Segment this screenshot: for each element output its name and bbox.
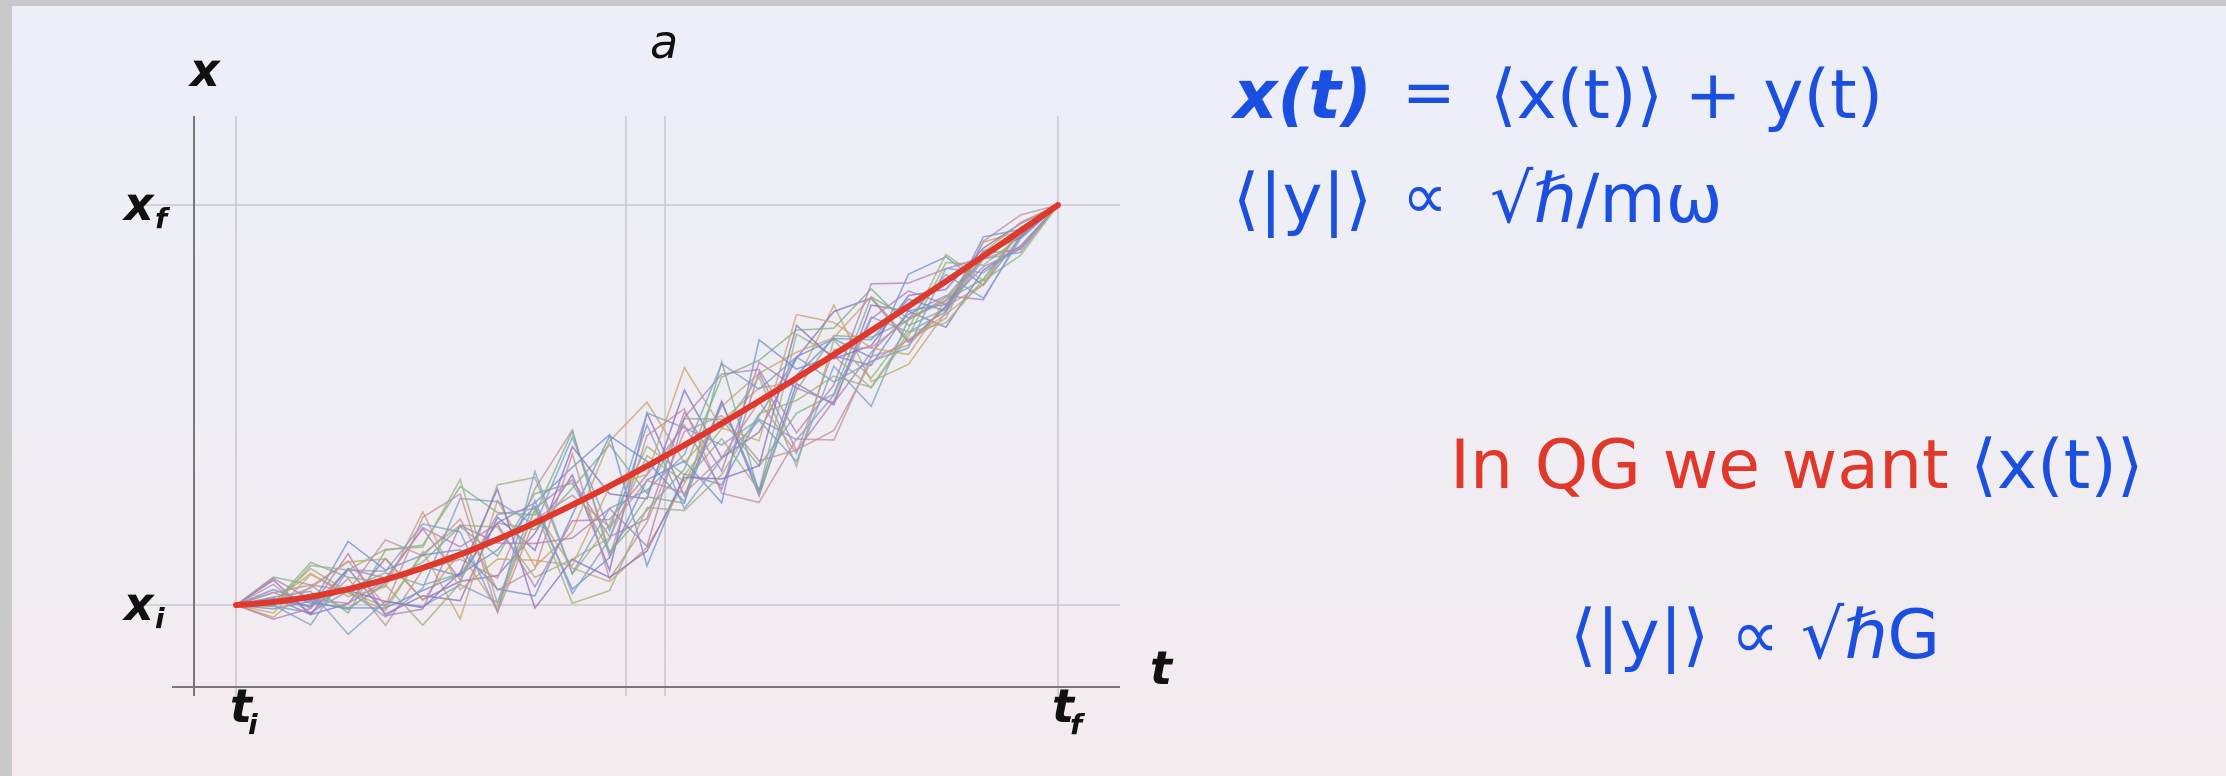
quantum-path	[235, 204, 1059, 626]
quantum-path	[235, 204, 1059, 616]
eq2-rhs: √ℏ/mω	[1490, 160, 1723, 239]
equation-row-2: ⟨|y|⟩ ∝ √ℏ/mω	[1022, 160, 2022, 240]
top-label-a: a	[650, 15, 678, 69]
qg-statement: In QG we want ⟨x(t)⟩	[1450, 426, 2143, 505]
xf-subscript: f	[155, 202, 171, 235]
equation-row-1: x(t) = ⟨x(t)⟩ + y(t)	[1022, 56, 2022, 136]
slide: x a x f x i t i t f t x(t) = ⟨x(t)⟩ + y(…	[12, 6, 2226, 776]
x-axis-label: x	[188, 43, 221, 97]
ti-label: t	[230, 679, 254, 733]
eq1-operator: =	[1402, 56, 1456, 130]
axes	[172, 116, 1120, 696]
xi-label: x	[122, 577, 155, 631]
t-axis-label: t	[1150, 641, 1174, 695]
quantum-path	[235, 204, 1059, 611]
classical-path	[233, 202, 1061, 608]
planck-scaling-expression: ⟨|y|⟩ ∝ √ℏG	[1570, 596, 1941, 675]
xi-subscript: i	[155, 602, 165, 635]
xf-label: x	[122, 177, 155, 231]
quantum-path	[235, 204, 1059, 621]
eq2-lhs: ⟨|y|⟩	[1232, 160, 1372, 239]
quantum-paths	[235, 204, 1059, 636]
tf-label: t	[1052, 679, 1076, 733]
qg-text: In QG we want	[1450, 426, 1949, 505]
quantum-path	[235, 204, 1059, 610]
path-integral-diagram: x a x f x i t i t f t	[122, 15, 1174, 741]
qg-expression: ⟨x(t)⟩	[1970, 426, 2144, 505]
tf-subscript: f	[1070, 708, 1086, 741]
eq2-operator: ∝	[1402, 160, 1448, 234]
quantum-path	[235, 204, 1059, 608]
eq1-lhs: x(t)	[1233, 56, 1372, 135]
equation-block: x(t) = ⟨x(t)⟩ + y(t) ⟨|y|⟩ ∝ √ℏ/mω	[1022, 56, 2122, 256]
ti-subscript: i	[248, 708, 258, 741]
quantum-path	[235, 204, 1059, 616]
quantum-path	[235, 204, 1059, 615]
quantum-path	[235, 204, 1059, 620]
quantum-path	[235, 204, 1059, 608]
quantum-path	[235, 204, 1059, 618]
eq1-rhs: ⟨x(t)⟩ + y(t)	[1490, 56, 1884, 135]
